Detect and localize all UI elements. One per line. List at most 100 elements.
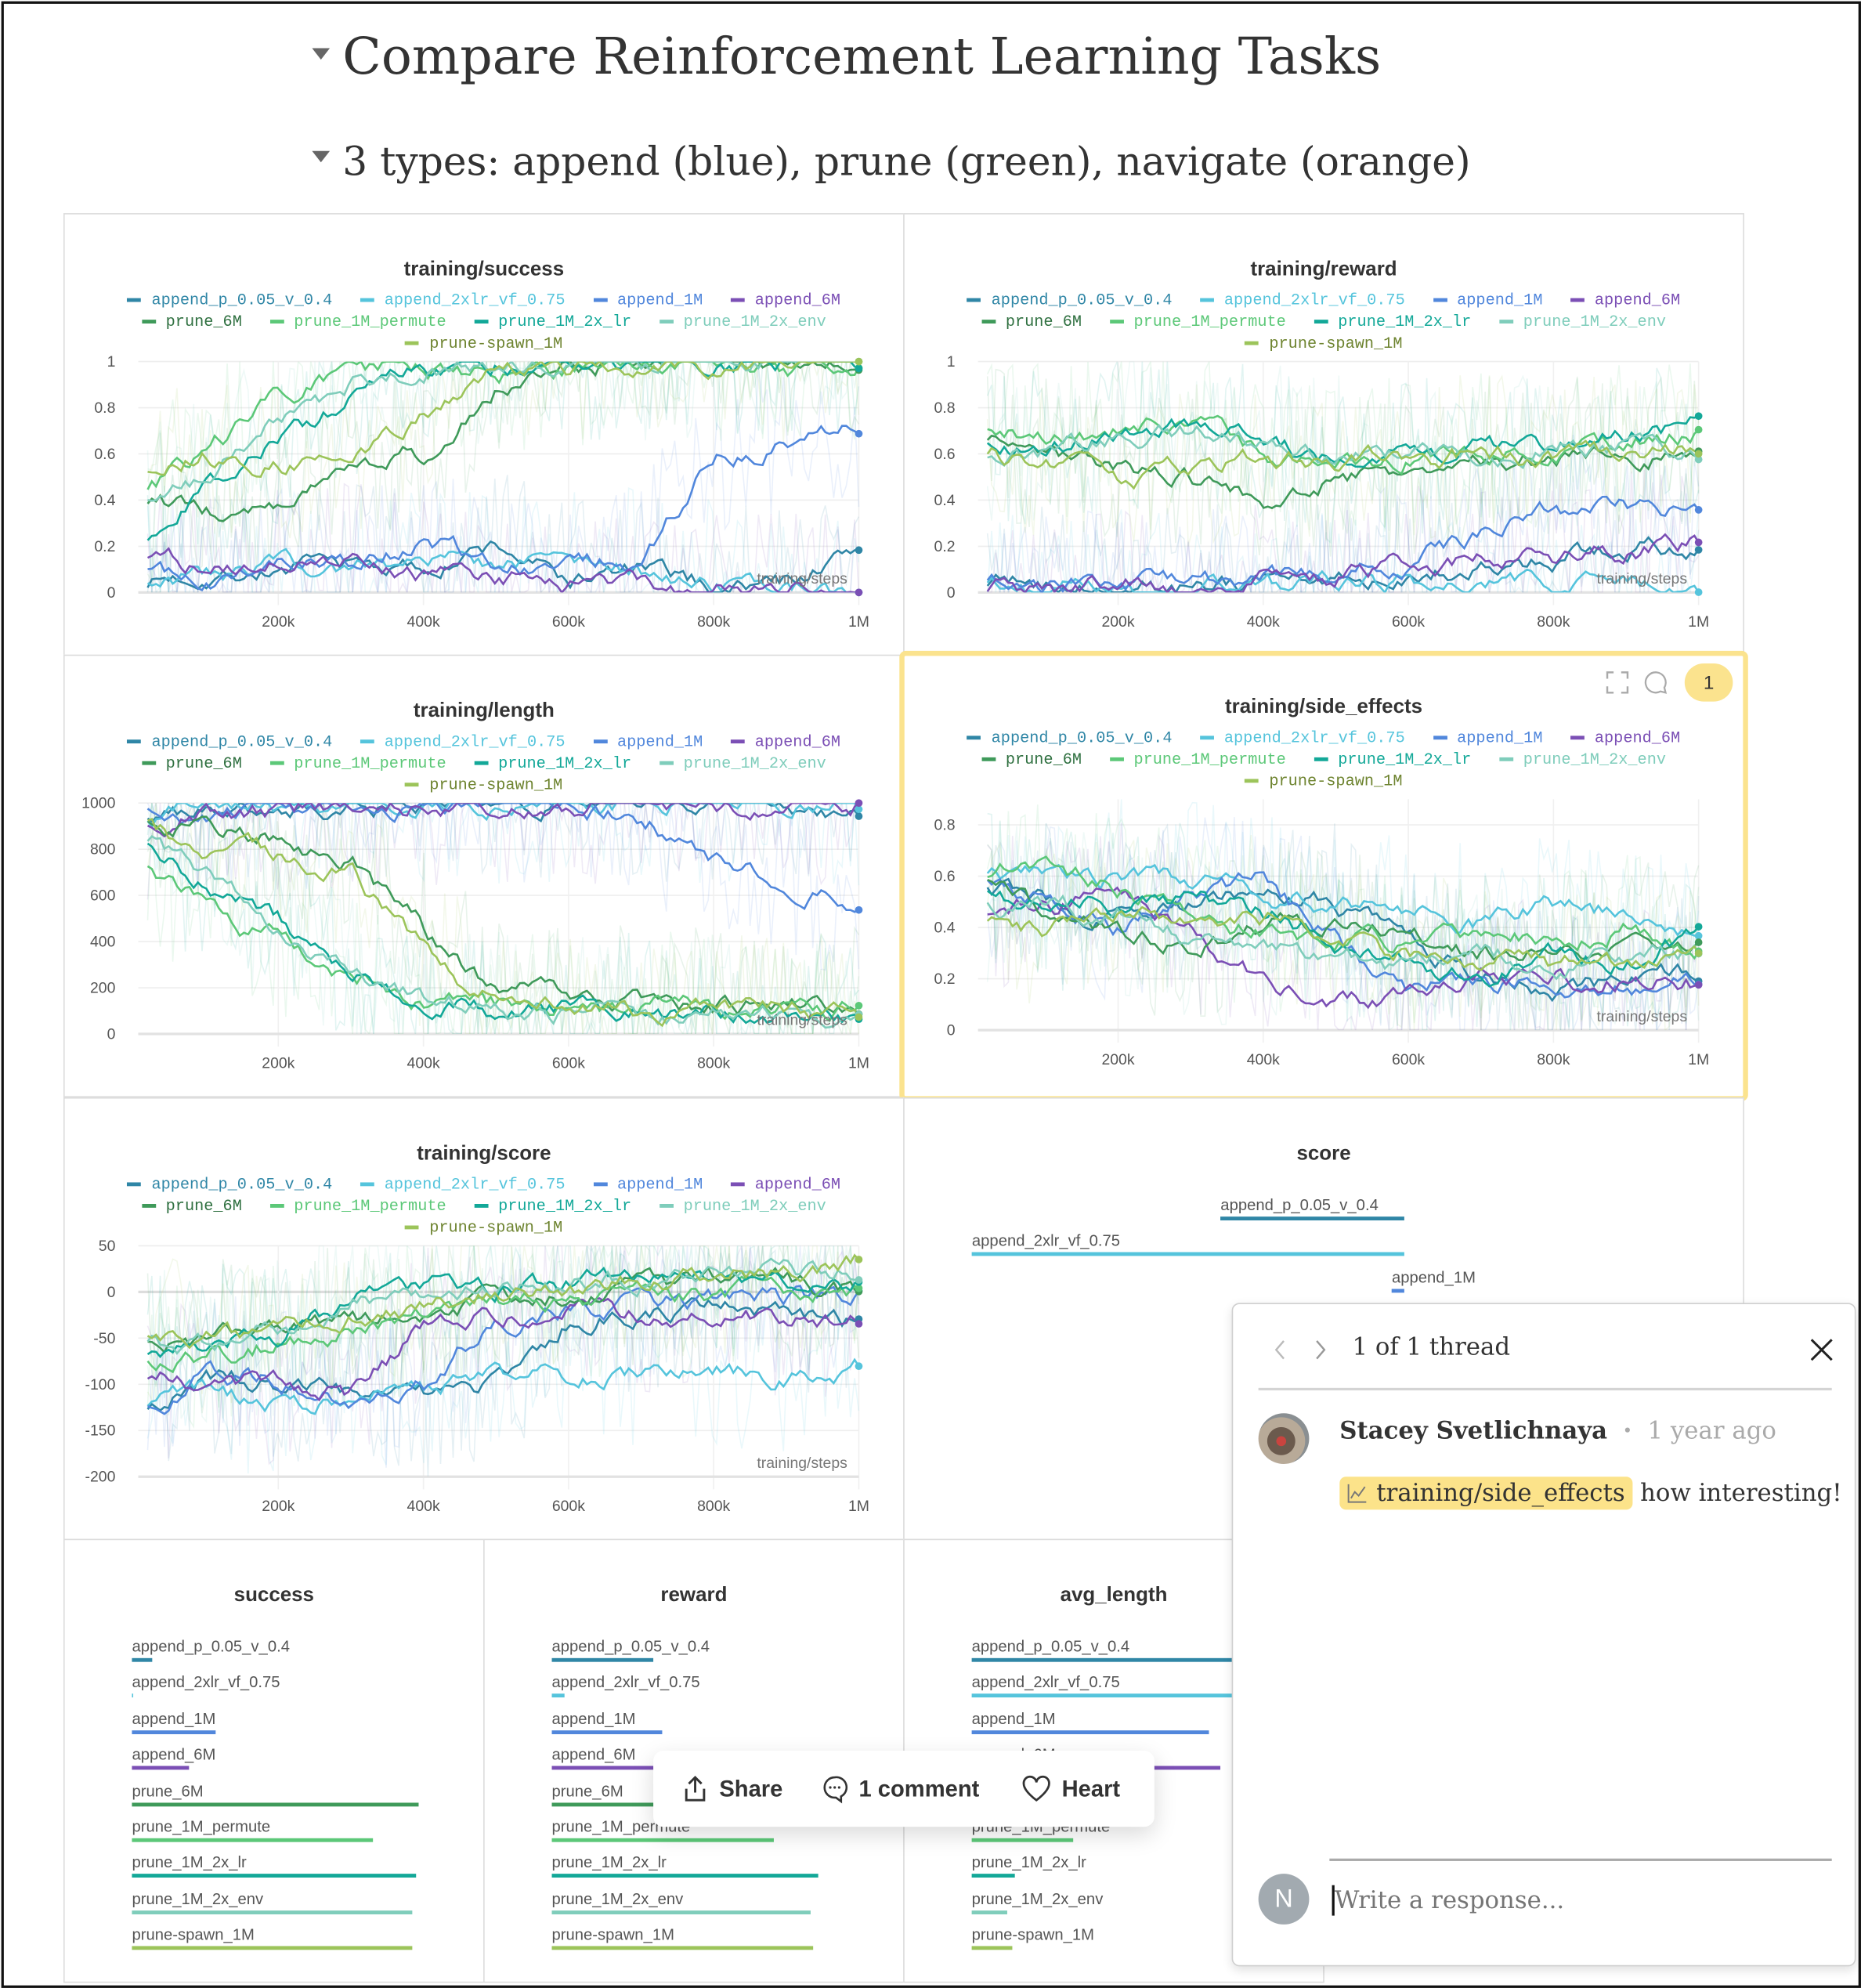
legend-item[interactable]: prune-spawn_1M: [405, 334, 562, 352]
legend-item[interactable]: append_1M: [593, 1176, 703, 1193]
bar-prune-1m-permute[interactable]: [132, 1838, 373, 1842]
legend-item[interactable]: prune_1M_2x_lr: [1314, 750, 1471, 768]
bar-prune-spawn-1m[interactable]: [132, 1946, 414, 1950]
series-line-prune-spawn-1m[interactable]: [146, 1253, 860, 1350]
legend-item[interactable]: prune_6M: [141, 313, 242, 331]
collapse-triangle-icon[interactable]: [312, 150, 331, 163]
bar-append-1m[interactable]: [971, 1730, 1209, 1734]
series-line-prune-spawn-1m[interactable]: [147, 817, 860, 1028]
legend-item[interactable]: prune-spawn_1M: [1245, 334, 1402, 352]
bar-append-2xlr-vf-0-75[interactable]: [132, 1693, 134, 1698]
author-name[interactable]: Stacey Svetlichnaya: [1339, 1417, 1608, 1445]
series-line-prune-1m-2x-env[interactable]: [146, 835, 860, 1029]
legend-item[interactable]: append_2xlr_vf_0.75: [1200, 291, 1405, 309]
reply-input[interactable]: [1334, 1881, 1817, 1920]
legend-item[interactable]: append_p_0.05_v_0.4: [967, 291, 1172, 309]
series-line-prune-1m-permute[interactable]: [146, 1275, 860, 1374]
series-line-append-6m[interactable]: [146, 1297, 860, 1402]
bar-prune-6m[interactable]: [132, 1802, 419, 1806]
share-button[interactable]: Share: [681, 1773, 782, 1804]
legend-item[interactable]: append_6M: [1570, 728, 1680, 746]
bar-append-p-0-05-v-0-4[interactable]: [132, 1657, 153, 1662]
series-line-append-2xlr-vf-0-75[interactable]: [146, 548, 859, 593]
legend-item[interactable]: append_1M: [593, 732, 703, 750]
legend-item[interactable]: append_p_0.05_v_0.4: [967, 728, 1172, 746]
legend-item[interactable]: append_2xlr_vf_0.75: [360, 732, 566, 750]
bar-append-p-0-05-v-0-4[interactable]: [551, 1657, 654, 1662]
legend-item[interactable]: append_2xlr_vf_0.75: [360, 1176, 566, 1193]
legend-item[interactable]: append_2xlr_vf_0.75: [1200, 728, 1405, 746]
series-line-prune-6m[interactable]: [146, 361, 859, 522]
subsection-heading[interactable]: 3 types: append (blue), prune (green), n…: [312, 139, 1471, 185]
bar-append-2xlr-vf-0-75[interactable]: [551, 1693, 565, 1698]
legend-item[interactable]: prune_1M_2x_env: [659, 754, 826, 772]
heart-button[interactable]: Heart: [1021, 1775, 1120, 1803]
legend-item[interactable]: append_2xlr_vf_0.75: [360, 291, 566, 309]
legend-item[interactable]: prune_1M_2x_env: [659, 313, 826, 331]
close-icon[interactable]: [1809, 1337, 1834, 1362]
series-line-prune-spawn-1m[interactable]: [147, 361, 859, 478]
series-line-append-6m[interactable]: [146, 803, 860, 838]
bar-append-p-0-05-v-0-4[interactable]: [1220, 1216, 1404, 1221]
legend-item[interactable]: prune_6M: [141, 1197, 242, 1215]
legend-item[interactable]: append_1M: [1433, 728, 1542, 746]
legend-item[interactable]: prune_1M_permute: [1109, 750, 1286, 768]
chevron-right-icon[interactable]: [1312, 1339, 1330, 1361]
series-line-append-2xlr-vf-0-75[interactable]: [986, 863, 1699, 938]
legend-item[interactable]: append_6M: [730, 1176, 840, 1193]
legend-item[interactable]: prune_1M_permute: [1109, 313, 1286, 331]
series-line-append-6m[interactable]: [987, 886, 1699, 1010]
legend-item[interactable]: prune_1M_2x_lr: [1314, 313, 1471, 331]
bar-prune-1m-2x-lr[interactable]: [971, 1874, 1016, 1878]
legend-item[interactable]: prune_6M: [981, 750, 1082, 768]
bar-prune-1m-permute[interactable]: [551, 1838, 775, 1842]
series-line-append-p-0-05-v-0-4[interactable]: [146, 1297, 860, 1412]
series-line-append-2xlr-vf-0-75[interactable]: [986, 568, 1700, 593]
bar-append-p-0-05-v-0-4[interactable]: [971, 1657, 1234, 1662]
bar-prune-spawn-1m[interactable]: [551, 1946, 814, 1950]
comment-icon[interactable]: [1644, 670, 1669, 695]
series-line-prune-1m-2x-lr[interactable]: [986, 415, 1700, 468]
legend-item[interactable]: prune_1M_2x_lr: [474, 313, 631, 331]
series-line-append-2xlr-vf-0-75[interactable]: [146, 1357, 860, 1415]
legend-item[interactable]: append_6M: [730, 291, 840, 309]
bar-append-1m[interactable]: [132, 1730, 215, 1734]
legend-item[interactable]: prune_1M_2x_lr: [474, 754, 631, 772]
bar-append-2xlr-vf-0-75[interactable]: [971, 1252, 1404, 1257]
legend-item[interactable]: prune-spawn_1M: [1245, 772, 1402, 790]
bar-append-2xlr-vf-0-75[interactable]: [971, 1693, 1234, 1698]
bar-prune-1m-2x-lr[interactable]: [132, 1874, 416, 1878]
legend-item[interactable]: prune-spawn_1M: [405, 1219, 562, 1236]
legend-item[interactable]: append_p_0.05_v_0.4: [127, 291, 333, 309]
bar-prune-spawn-1m[interactable]: [971, 1946, 1013, 1950]
legend-item[interactable]: prune_1M_2x_lr: [474, 1197, 631, 1215]
legend-item[interactable]: append_6M: [1570, 291, 1680, 309]
legend-item[interactable]: prune_1M_permute: [269, 1197, 446, 1215]
series-line-prune-1m-2x-lr[interactable]: [146, 842, 860, 1025]
legend-item[interactable]: prune_1M_permute: [269, 754, 446, 772]
series-line-prune-spawn-1m[interactable]: [986, 439, 1700, 490]
series-line-append-1m[interactable]: [146, 803, 860, 913]
bar-append-1m[interactable]: [1392, 1289, 1404, 1293]
bar-append-1m[interactable]: [551, 1730, 662, 1734]
fullscreen-icon[interactable]: [1606, 671, 1629, 694]
series-line-prune-spawn-1m[interactable]: [986, 905, 1700, 971]
series-line-prune-6m[interactable]: [146, 815, 860, 1016]
legend-item[interactable]: append_1M: [1433, 291, 1542, 309]
bar-append-6m[interactable]: [551, 1766, 663, 1770]
series-line-prune-1m-2x-env[interactable]: [986, 894, 1700, 981]
series-line-prune-1m-2x-env[interactable]: [987, 423, 1700, 470]
legend-item[interactable]: append_p_0.05_v_0.4: [127, 732, 333, 750]
bar-prune-1m-2x-lr[interactable]: [551, 1874, 819, 1878]
legend-item[interactable]: append_p_0.05_v_0.4: [127, 1176, 333, 1193]
legend-item[interactable]: prune_1M_permute: [269, 313, 446, 331]
legend-item[interactable]: prune_1M_2x_env: [1498, 750, 1666, 768]
series-line-prune-6m[interactable]: [986, 434, 1700, 510]
author-avatar[interactable]: [1258, 1413, 1310, 1465]
series-line-prune-1m-2x-env[interactable]: [146, 1257, 859, 1355]
legend-item[interactable]: append_1M: [593, 291, 703, 309]
chevron-left-icon[interactable]: [1271, 1339, 1289, 1361]
section-heading[interactable]: Compare Reinforcement Learning Tasks: [312, 28, 1381, 86]
comment-count-badge[interactable]: 1: [1684, 663, 1733, 702]
bar-prune-1m-2x-env[interactable]: [132, 1910, 414, 1914]
